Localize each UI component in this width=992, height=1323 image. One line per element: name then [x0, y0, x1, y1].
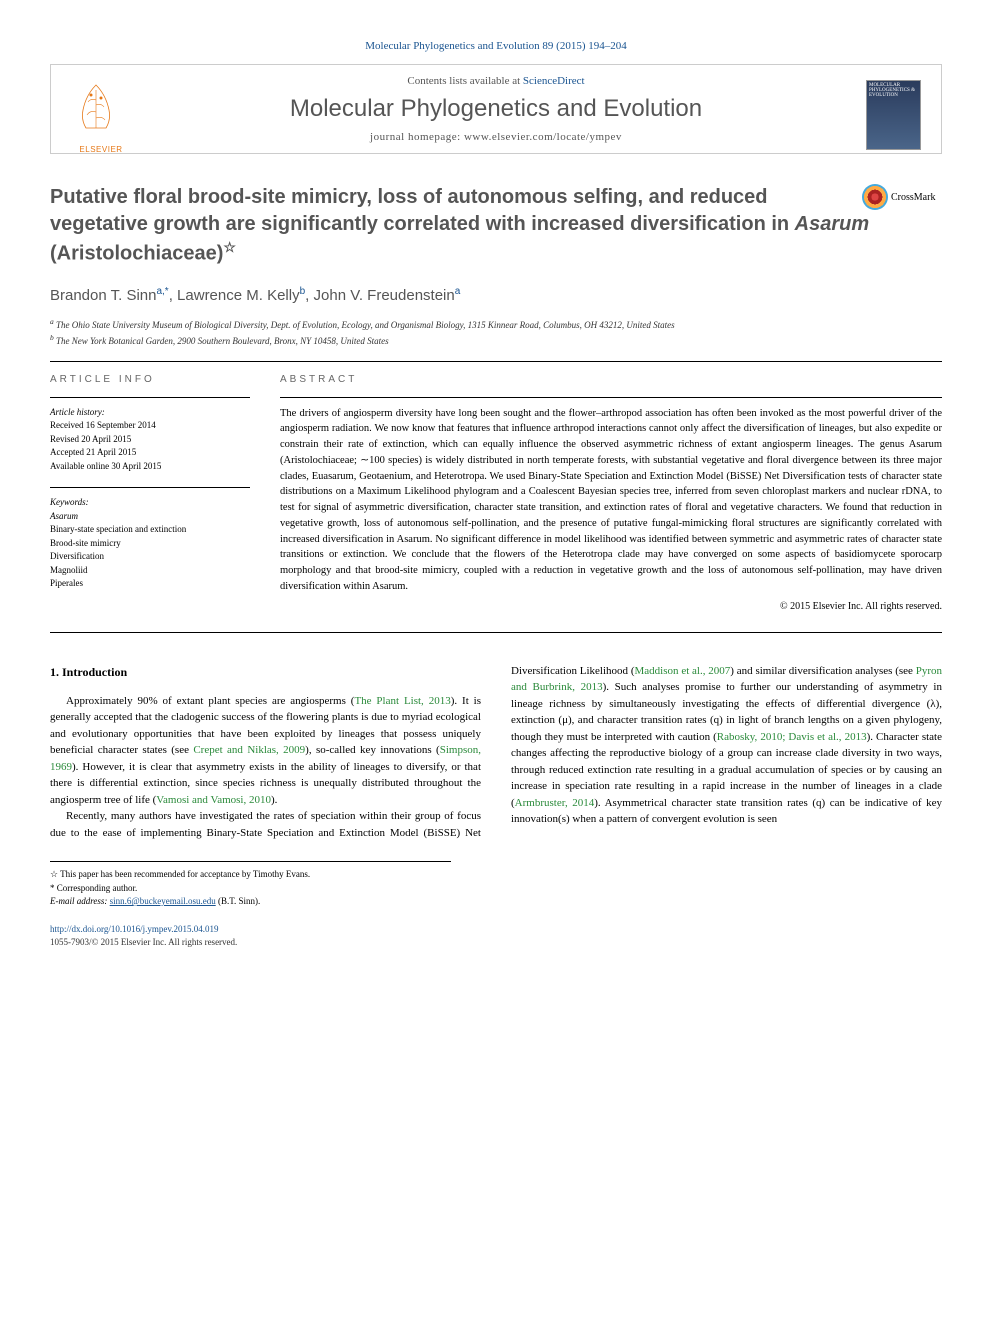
issn-copyright: 1055-7903/© 2015 Elsevier Inc. All right…	[50, 937, 237, 947]
p1-text-e: ).	[271, 794, 277, 806]
footnotes: ☆ This paper has been recommended for ac…	[50, 861, 451, 909]
crossmark-badge[interactable]: CrossMark	[862, 184, 942, 210]
intro-paragraph-1: Approximately 90% of extant plant specie…	[50, 693, 481, 809]
journal-homepage-line: journal homepage: www.elsevier.com/locat…	[71, 131, 921, 143]
elsevier-label: ELSEVIER	[71, 145, 131, 154]
footnote-star-text: This paper has been recommended for acce…	[60, 869, 310, 879]
cite-rabosky[interactable]: Rabosky, 2010; Davis et al., 2013	[717, 731, 867, 743]
contents-prefix: Contents lists available at	[407, 75, 522, 87]
cite-vamosi[interactable]: Vamosi and Vamosi, 2010	[156, 794, 271, 806]
abstract-divider	[280, 397, 942, 398]
author-1: Brandon T. Sinn	[50, 287, 156, 304]
authors-line: Brandon T. Sinna,*, Lawrence M. Kellyb, …	[50, 286, 942, 304]
author-2-sup: b	[300, 286, 306, 297]
affiliation-a: a The Ohio State University Museum of Bi…	[50, 316, 942, 333]
journal-header-box: ELSEVIER MOLECULAR PHYLOGENETICS & EVOLU…	[50, 64, 942, 154]
keyword-3: Brood-site mimicry	[50, 537, 250, 551]
author-1-sup: a,*	[156, 286, 168, 297]
keywords-block: Keywords: Asarum Binary-state speciation…	[50, 496, 250, 591]
title-main: Putative floral brood-site mimicry, loss…	[50, 186, 795, 235]
elsevier-tree-icon	[71, 80, 121, 140]
article-title: Putative floral brood-site mimicry, loss…	[50, 184, 942, 268]
elsevier-logo[interactable]: ELSEVIER	[71, 80, 131, 154]
cite-maddison[interactable]: Maddison et al., 2007	[635, 665, 731, 677]
history-online: Available online 30 April 2015	[50, 460, 250, 474]
affiliation-a-text: The Ohio State University Museum of Biol…	[56, 320, 675, 330]
contents-available-line: Contents lists available at ScienceDirec…	[71, 75, 921, 87]
keyword-6: Piperales	[50, 577, 250, 591]
divider-bottom	[50, 632, 942, 633]
title-family: (Aristolochiaceae)	[50, 243, 223, 265]
p1-text-a: Approximately 90% of extant plant specie…	[66, 695, 354, 707]
homepage-prefix: journal homepage:	[370, 131, 464, 143]
header-citation[interactable]: Molecular Phylogenetics and Evolution 89…	[50, 40, 942, 52]
email-suffix: (B.T. Sinn).	[216, 896, 261, 906]
history-accepted: Accepted 21 April 2015	[50, 446, 250, 460]
title-footnote-star: ☆	[223, 239, 236, 255]
divider-top	[50, 361, 942, 362]
footnote-corr-text: Corresponding author.	[57, 883, 138, 893]
sciencedirect-link[interactable]: ScienceDirect	[523, 75, 585, 87]
keyword-1: Asarum	[50, 510, 250, 524]
info-divider	[50, 397, 250, 398]
p1-text-c: ), so-called key innovations (	[305, 744, 440, 756]
author-2: Lawrence M. Kelly	[177, 287, 300, 304]
cite-plantlist[interactable]: The Plant List, 2013	[354, 695, 450, 707]
p2-text-b: ) and similar diversification analyses (…	[730, 665, 915, 677]
email-label: E-mail address:	[50, 896, 110, 906]
doi-link[interactable]: http://dx.doi.org/10.1016/j.ympev.2015.0…	[50, 924, 219, 934]
history-label: Article history:	[50, 406, 250, 420]
homepage-url[interactable]: www.elsevier.com/locate/ympev	[464, 131, 622, 143]
keywords-label: Keywords:	[50, 496, 250, 510]
author-3: John V. Freudenstein	[314, 287, 455, 304]
footnote-star: ☆ This paper has been recommended for ac…	[50, 868, 451, 882]
corresponding-email-link[interactable]: sinn.6@buckeyemail.osu.edu	[110, 896, 216, 906]
crossmark-icon	[862, 184, 888, 210]
footer-meta: http://dx.doi.org/10.1016/j.ympev.2015.0…	[50, 923, 942, 950]
history-received: Received 16 September 2014	[50, 419, 250, 433]
section-1-heading: 1. Introduction	[50, 663, 481, 681]
journal-cover-thumbnail[interactable]: MOLECULAR PHYLOGENETICS & EVOLUTION	[866, 80, 921, 150]
keyword-2: Binary-state speciation and extinction	[50, 523, 250, 537]
affiliation-b-text: The New York Botanical Garden, 2900 Sout…	[56, 336, 389, 346]
history-revised: Revised 20 April 2015	[50, 433, 250, 447]
journal-cover-label: MOLECULAR PHYLOGENETICS & EVOLUTION	[867, 81, 920, 100]
title-genus: Asarum	[795, 213, 869, 235]
abstract-text: The drivers of angiosperm diversity have…	[280, 406, 942, 595]
abstract-copyright: © 2015 Elsevier Inc. All rights reserved…	[280, 601, 942, 612]
crossmark-label: CrossMark	[891, 192, 935, 203]
abstract-column: ABSTRACT The drivers of angiosperm diver…	[280, 374, 942, 612]
keyword-4: Diversification	[50, 550, 250, 564]
affiliations: a The Ohio State University Museum of Bi…	[50, 316, 942, 349]
footnote-email: E-mail address: sinn.6@buckeyemail.osu.e…	[50, 895, 451, 909]
body-columns: 1. Introduction Approximately 90% of ext…	[50, 663, 942, 842]
cite-crepet[interactable]: Crepet and Niklas, 2009	[193, 744, 305, 756]
footnote-corresponding: * Corresponding author.	[50, 882, 451, 896]
keyword-5: Magnoliid	[50, 564, 250, 578]
keywords-divider	[50, 487, 250, 488]
abstract-label: ABSTRACT	[280, 374, 942, 385]
article-info-label: ARTICLE INFO	[50, 374, 250, 385]
affiliation-b: b The New York Botanical Garden, 2900 So…	[50, 332, 942, 349]
journal-name: Molecular Phylogenetics and Evolution	[71, 95, 921, 123]
article-info-column: ARTICLE INFO Article history: Received 1…	[50, 374, 250, 612]
cite-armbruster[interactable]: Armbruster, 2014	[515, 797, 595, 809]
author-3-sup: a	[455, 286, 461, 297]
article-history: Article history: Received 16 September 2…	[50, 406, 250, 474]
